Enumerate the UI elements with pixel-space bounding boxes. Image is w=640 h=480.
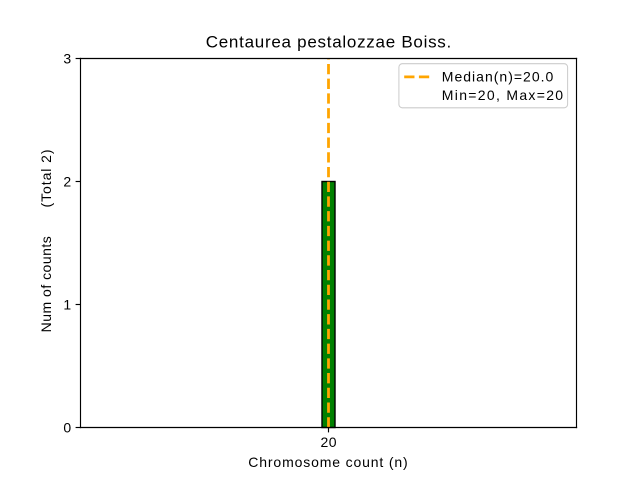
svg-text:(Total 2): (Total 2) [38,149,54,207]
svg-text:Centaurea pestalozzae Boiss.: Centaurea pestalozzae Boiss. [206,33,452,52]
svg-text:Median(n)=20.0: Median(n)=20.0 [442,69,554,85]
svg-text:20: 20 [321,434,337,450]
svg-text:Chromosome count (n): Chromosome count (n) [248,454,407,470]
svg-text:1: 1 [63,297,71,313]
svg-text:Num of counts: Num of counts [38,236,54,332]
svg-text:2: 2 [63,174,71,190]
svg-text:3: 3 [63,51,71,67]
svg-text:Min=20, Max=20: Min=20, Max=20 [442,87,564,103]
svg-text:0: 0 [63,420,71,436]
